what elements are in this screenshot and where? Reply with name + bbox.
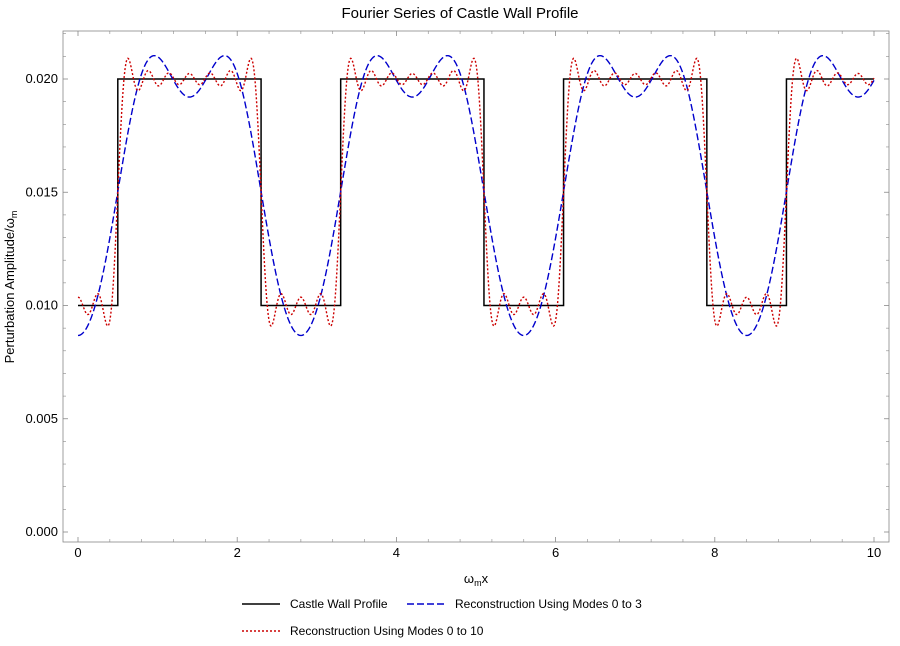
x-tick-label: 2 — [234, 545, 241, 560]
y-tick-label: 0.005 — [25, 411, 58, 426]
series-line-2 — [77, 57, 875, 327]
x-tick-label: 8 — [711, 545, 718, 560]
legend-label-castle-wall: Castle Wall Profile — [290, 597, 388, 611]
axis-ticks — [63, 31, 889, 542]
chart-title: Fourier Series of Castle Wall Profile — [341, 5, 578, 22]
legend-item-modes-0-3: Reconstruction Using Modes 0 to 3 — [407, 597, 642, 611]
series-line-0 — [78, 78, 874, 307]
plot-frame — [62, 30, 890, 543]
y-tick-label: 0.010 — [25, 298, 58, 313]
x-tick-label: 6 — [552, 545, 559, 560]
legend-item-modes-0-10: Reconstruction Using Modes 0 to 10 — [242, 624, 484, 638]
x-tick-label: 4 — [393, 545, 400, 560]
x-tick-labels: 0 2 4 6 8 10 — [74, 545, 881, 560]
y-axis-label: Perturbation Amplitude/ωm — [2, 211, 19, 364]
y-tick-label: 0.015 — [25, 184, 58, 199]
x-tick-label: 0 — [74, 545, 81, 560]
legend: Castle Wall Profile Reconstruction Using… — [242, 597, 642, 638]
x-axis-label: ωmx — [464, 571, 489, 588]
legend-label-modes-0-3: Reconstruction Using Modes 0 to 3 — [455, 597, 642, 611]
series-line-1 — [77, 54, 875, 337]
y-tick-label: 0.000 — [25, 524, 58, 539]
x-tick-label: 10 — [867, 545, 881, 560]
y-tick-labels: 0.000 0.005 0.010 0.015 0.020 — [25, 71, 58, 539]
y-tick-label: 0.020 — [25, 71, 58, 86]
series-layer — [77, 54, 875, 337]
legend-label-modes-0-10: Reconstruction Using Modes 0 to 10 — [290, 624, 484, 638]
legend-item-castle-wall: Castle Wall Profile — [242, 597, 388, 611]
